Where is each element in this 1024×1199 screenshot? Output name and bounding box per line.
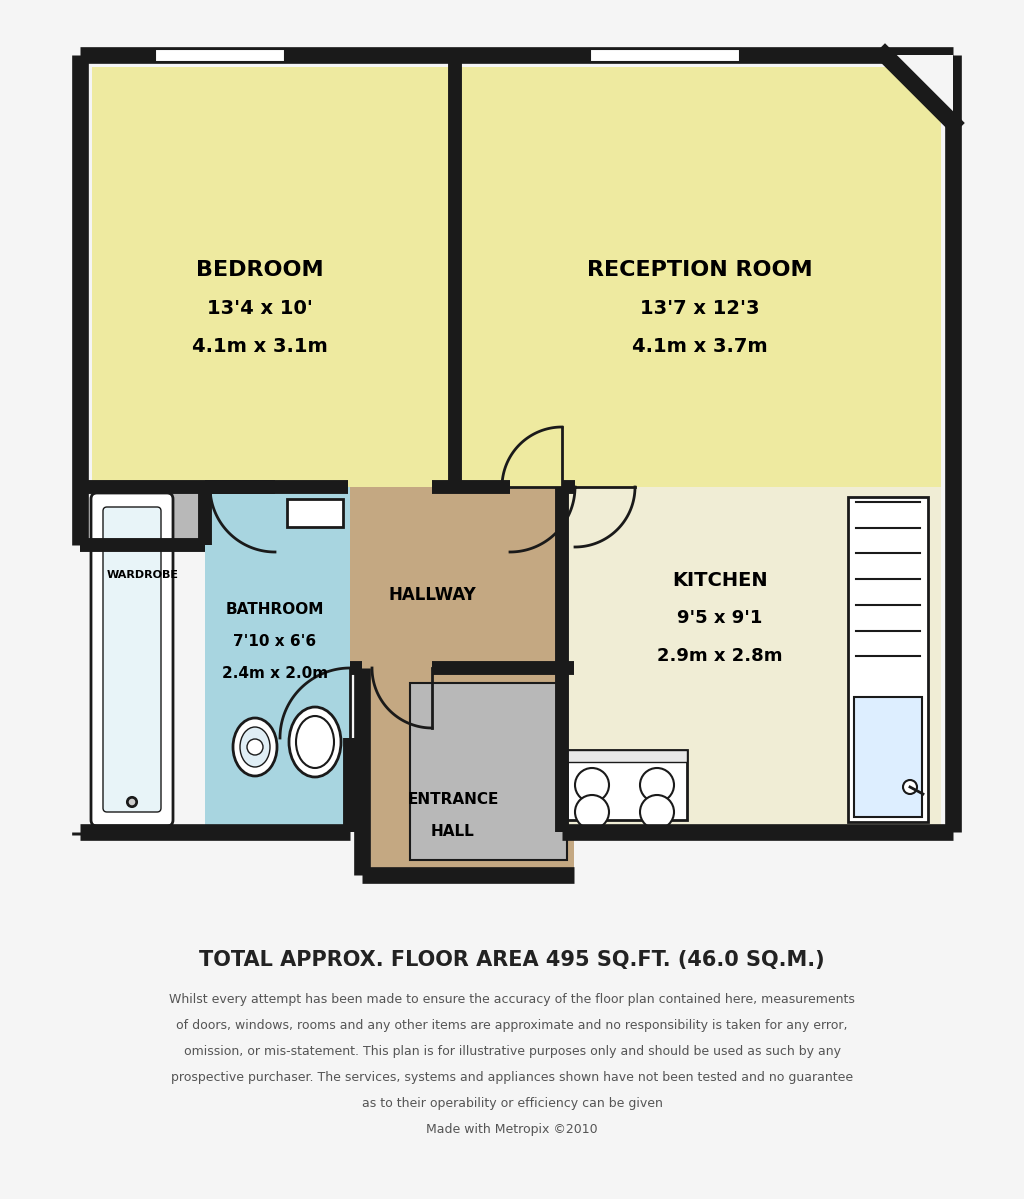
- Bar: [362, 668, 574, 875]
- Circle shape: [575, 795, 609, 829]
- Text: 4.1m x 3.1m: 4.1m x 3.1m: [193, 337, 328, 355]
- Text: HALLWAY: HALLWAY: [388, 586, 476, 604]
- Bar: [562, 487, 941, 832]
- Bar: [92, 67, 455, 487]
- Circle shape: [575, 769, 609, 802]
- Circle shape: [127, 797, 137, 807]
- Text: of doors, windows, rooms and any other items are approximate and no responsibili: of doors, windows, rooms and any other i…: [176, 1019, 848, 1032]
- Text: WARDROBE: WARDROBE: [106, 570, 179, 580]
- Text: RECEPTION ROOM: RECEPTION ROOM: [587, 260, 813, 281]
- Bar: [567, 751, 687, 763]
- Text: omission, or mis-statement. This plan is for illustrative purposes only and shou: omission, or mis-statement. This plan is…: [183, 1046, 841, 1059]
- Ellipse shape: [289, 707, 341, 777]
- Bar: [155, 48, 285, 61]
- Text: 13'4 x 10': 13'4 x 10': [207, 299, 313, 318]
- Text: Whilst every attempt has been made to ensure the accuracy of the floor plan cont: Whilst every attempt has been made to en…: [169, 994, 855, 1006]
- Text: KITCHEN: KITCHEN: [672, 571, 768, 590]
- Text: 4.1m x 3.7m: 4.1m x 3.7m: [632, 337, 768, 355]
- Text: BEDROOM: BEDROOM: [197, 260, 324, 281]
- Text: Made with Metropix ©2010: Made with Metropix ©2010: [426, 1123, 598, 1137]
- Text: 7'10 x 6'6: 7'10 x 6'6: [233, 634, 316, 650]
- Bar: [455, 67, 941, 487]
- FancyBboxPatch shape: [91, 493, 173, 826]
- Text: 13'7 x 12'3: 13'7 x 12'3: [640, 299, 760, 318]
- Bar: [410, 683, 567, 860]
- Bar: [848, 498, 928, 823]
- Circle shape: [128, 799, 136, 806]
- Text: as to their operability or efficiency can be given: as to their operability or efficiency ca…: [361, 1097, 663, 1110]
- Circle shape: [640, 769, 674, 802]
- Polygon shape: [885, 55, 953, 123]
- Text: ENTRANCE: ENTRANCE: [408, 793, 499, 807]
- Bar: [350, 487, 562, 668]
- Ellipse shape: [240, 727, 270, 767]
- Circle shape: [903, 781, 918, 794]
- FancyBboxPatch shape: [103, 507, 161, 812]
- Bar: [854, 697, 922, 817]
- Text: 2.9m x 2.8m: 2.9m x 2.8m: [657, 647, 782, 665]
- Text: 9'5 x 9'1: 9'5 x 9'1: [677, 609, 763, 627]
- Text: HALL: HALL: [431, 825, 475, 839]
- Text: BATHROOM: BATHROOM: [226, 603, 325, 617]
- Bar: [590, 48, 740, 61]
- Text: prospective purchaser. The services, systems and appliances shown have not been : prospective purchaser. The services, sys…: [171, 1072, 853, 1085]
- Circle shape: [247, 739, 263, 755]
- Text: 2.4m x 2.0m: 2.4m x 2.0m: [222, 667, 328, 681]
- Bar: [567, 751, 687, 820]
- Ellipse shape: [296, 716, 334, 769]
- Ellipse shape: [233, 718, 278, 776]
- Text: TOTAL APPROX. FLOOR AREA 495 SQ.FT. (46.0 SQ.M.): TOTAL APPROX. FLOOR AREA 495 SQ.FT. (46.…: [200, 950, 824, 970]
- Bar: [205, 487, 350, 832]
- Bar: [92, 487, 205, 546]
- Bar: [287, 499, 343, 528]
- Circle shape: [640, 795, 674, 829]
